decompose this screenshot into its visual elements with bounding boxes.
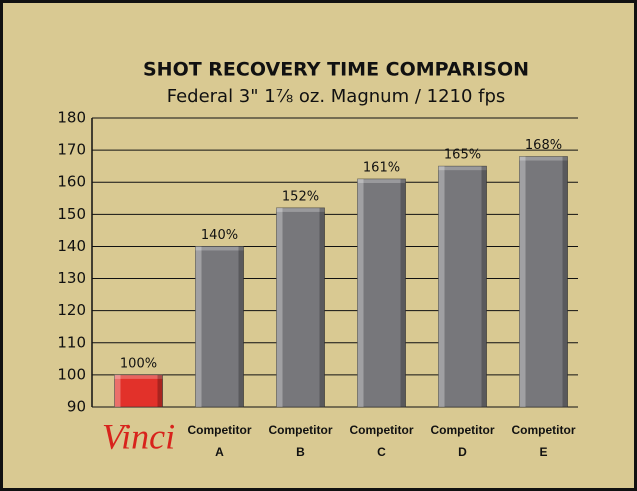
value-label: 168% bbox=[525, 138, 562, 153]
bar-bevel bbox=[157, 374, 163, 407]
bar-bevel bbox=[195, 246, 244, 251]
x-tick-label: Vinci bbox=[102, 416, 175, 456]
bar-bevel bbox=[195, 246, 202, 407]
chart-subtitle: Federal 3" 1⅞ oz. Magnum / 1210 fps bbox=[167, 86, 506, 107]
bar-bevel bbox=[114, 374, 163, 379]
bar-bevel bbox=[276, 207, 283, 407]
bar-bevel bbox=[438, 166, 487, 171]
x-tick-label-line: Competitor bbox=[350, 423, 414, 437]
bar bbox=[519, 156, 568, 408]
x-tick-label: Competitor E bbox=[512, 423, 576, 459]
y-tick-label: 160 bbox=[57, 173, 86, 191]
bar bbox=[276, 207, 325, 408]
bar-bevel bbox=[438, 166, 445, 407]
x-tick-label-line: B bbox=[296, 445, 305, 459]
bar-bevel bbox=[481, 166, 487, 407]
bar-bevel bbox=[562, 156, 568, 407]
bar-bevel bbox=[238, 246, 244, 407]
bar bbox=[195, 246, 244, 408]
bar bbox=[114, 374, 163, 408]
bar-bevel bbox=[319, 207, 325, 407]
value-label: 152% bbox=[282, 189, 319, 204]
y-tick-label: 120 bbox=[57, 301, 86, 319]
bar-bevel bbox=[114, 374, 121, 407]
value-label: 100% bbox=[120, 356, 157, 371]
value-label: 165% bbox=[444, 148, 481, 163]
bar-bevel bbox=[357, 179, 364, 407]
bar-bevel bbox=[519, 156, 568, 161]
x-tick-label-line: C bbox=[377, 445, 386, 459]
x-tick-label: Competitor B bbox=[269, 423, 333, 459]
y-tick-label: 180 bbox=[57, 109, 86, 127]
bar-bevel bbox=[276, 207, 325, 212]
x-tick-label: Competitor A bbox=[188, 423, 252, 459]
y-tick-label: 110 bbox=[57, 333, 86, 351]
x-tick-label-line: E bbox=[539, 445, 547, 459]
x-tick-label-line: Competitor bbox=[188, 423, 252, 437]
x-tick-label-line: A bbox=[215, 445, 224, 459]
x-tick-label-line: Competitor bbox=[431, 423, 495, 437]
bar-bevel bbox=[357, 179, 406, 184]
value-label: 140% bbox=[201, 228, 238, 243]
y-tick-label: 100 bbox=[57, 365, 86, 383]
x-tick-label-line: Competitor bbox=[512, 423, 576, 437]
bar-bevel bbox=[519, 156, 526, 407]
x-tick-label-line: Competitor bbox=[269, 423, 333, 437]
bar bbox=[438, 165, 487, 408]
x-tick-label: Competitor C bbox=[350, 423, 414, 459]
y-tick-label: 150 bbox=[57, 205, 86, 223]
x-tick-label-line: D bbox=[458, 445, 467, 459]
chart-title: SHOT RECOVERY TIME COMPARISON bbox=[143, 59, 529, 81]
value-label: 161% bbox=[363, 161, 400, 176]
x-tick-label: Competitor D bbox=[431, 423, 495, 459]
y-tick-label: 90 bbox=[67, 398, 86, 416]
y-tick-label: 130 bbox=[57, 269, 86, 287]
bar-bevel bbox=[400, 179, 406, 407]
y-tick-label: 140 bbox=[57, 237, 86, 255]
y-tick-label: 170 bbox=[57, 141, 86, 159]
bar bbox=[357, 178, 406, 408]
